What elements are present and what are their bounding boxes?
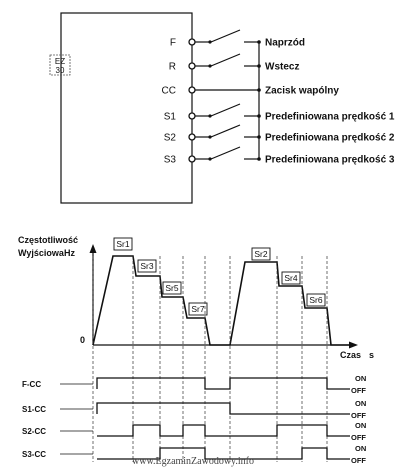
speed-tag-label: Sr6 xyxy=(309,295,323,305)
signal-waveform xyxy=(97,424,350,437)
on-label: ON xyxy=(355,444,366,453)
switch-contact-icon xyxy=(208,114,212,118)
frequency-profile-line xyxy=(92,255,350,346)
terminal-group: F Naprzód R Wstecz CC Zacisk wapólny S1 Predefi… xyxy=(162,29,395,166)
switch-contact-icon xyxy=(208,135,212,139)
switch-blade-icon xyxy=(210,53,241,67)
speed-tag-label: Sr5 xyxy=(165,283,179,293)
terminal-label: S1 xyxy=(164,112,177,123)
terminal-f: F Naprzód xyxy=(170,29,305,49)
terminal-description: Zacisk wapólny xyxy=(265,86,339,97)
terminal-description: Wstecz xyxy=(265,62,299,73)
terminal-r: R Wstecz xyxy=(169,53,299,73)
terminal-label: R xyxy=(169,62,176,73)
speed-tag-label: Sr1 xyxy=(116,239,130,249)
speed-tag-sr2: Sr2 xyxy=(251,247,271,261)
signal-name: S1-CC xyxy=(22,405,46,414)
off-label: OFF xyxy=(351,411,366,420)
signal-s2-cc: S2-CC ON OFF xyxy=(22,421,366,442)
origin-label: 0 xyxy=(80,335,85,345)
signal-name: F-CC xyxy=(22,380,41,389)
speed-tag-sr3: Sr3 xyxy=(137,259,157,273)
speed-tag-sr5: Sr5 xyxy=(162,281,182,295)
switch-contact-icon xyxy=(208,40,212,44)
x-axis-arrow xyxy=(349,341,358,349)
speed-tag-group: Sr1 Sr3 Sr5 Sr7 Sr2 Sr4 Sr6 xyxy=(113,237,326,316)
speed-tag-label: Sr3 xyxy=(140,261,154,271)
signal-waveform xyxy=(96,402,350,415)
y-axis-label-line1: Częstotliwość xyxy=(18,235,78,245)
frequency-chart: Częstotliwość Wyjściowa Hz 0 Czas s Sr1S… xyxy=(18,235,374,462)
signal-waveform xyxy=(97,447,350,460)
speed-tag-box xyxy=(306,293,326,307)
signal-s1-cc: S1-CC ON OFF xyxy=(22,399,366,420)
signal-waveform xyxy=(96,377,350,390)
on-label: ON xyxy=(355,374,366,383)
speed-tag-box xyxy=(137,259,157,273)
speed-tag-box xyxy=(162,281,182,295)
switch-blade-icon xyxy=(210,146,241,160)
logo-line-1: EZ xyxy=(55,57,65,66)
on-label: ON xyxy=(355,421,366,430)
terminal-s1: S1 Predefiniowana prędkość 1 xyxy=(164,103,395,123)
speed-tag-label: Sr7 xyxy=(191,304,205,314)
signal-name: S3-CC xyxy=(22,450,46,459)
vertical-guide-lines xyxy=(92,256,328,462)
y-axis-label-unit: Hz xyxy=(64,248,75,258)
off-label: OFF xyxy=(351,386,366,395)
speed-tag-sr7: Sr7 xyxy=(188,302,208,316)
y-axis-arrow xyxy=(89,244,97,253)
terminal-label: F xyxy=(170,38,176,49)
terminal-cc: CC Zacisk wapólny xyxy=(162,86,340,97)
off-label: OFF xyxy=(351,433,366,442)
terminal-description: Predefiniowana prędkość 2 xyxy=(265,133,395,144)
speed-tag-sr1: Sr1 xyxy=(113,237,133,251)
logo-line-2: 30 xyxy=(56,66,65,75)
switch-blade-icon xyxy=(210,124,241,138)
switch-blade-icon xyxy=(210,29,241,43)
watermark: www.EgzaminZawodowy.info xyxy=(132,456,254,467)
terminal-s3: S3 Predefiniowana prędkość 3 xyxy=(164,146,395,166)
speed-tag-sr4: Sr4 xyxy=(281,271,301,285)
speed-tag-box xyxy=(188,302,208,316)
inverter-box xyxy=(60,12,193,204)
terminal-screw-icon xyxy=(188,38,196,46)
terminal-description: Naprzód xyxy=(265,38,305,49)
x-axis-unit: s xyxy=(369,350,374,360)
terminal-description: Predefiniowana prędkość 1 xyxy=(265,112,395,123)
terminal-description: Predefiniowana prędkość 3 xyxy=(265,155,395,166)
terminal-screw-icon xyxy=(188,112,196,120)
signal-f-cc: F-CC ON OFF xyxy=(22,374,366,395)
terminal-label: S2 xyxy=(164,133,177,144)
y-axis-label-line2: Wyjściowa xyxy=(18,248,65,258)
switch-blade-icon xyxy=(210,103,241,117)
switch-contact-icon xyxy=(208,157,212,161)
speed-tag-box xyxy=(251,247,271,261)
speed-tag-label: Sr2 xyxy=(254,249,268,259)
on-label: ON xyxy=(355,399,366,408)
signal-name: S2-CC xyxy=(22,427,46,436)
inverter-logo: EZ 30 xyxy=(49,54,71,76)
terminal-screw-icon xyxy=(188,133,196,141)
terminal-label: CC xyxy=(162,86,176,97)
speed-tag-box xyxy=(113,237,133,251)
terminal-screw-icon xyxy=(188,62,196,70)
terminal-screw-icon xyxy=(188,86,196,94)
speed-tag-sr6: Sr6 xyxy=(306,293,326,307)
terminal-label: S3 xyxy=(164,155,177,166)
switch-contact-icon xyxy=(208,64,212,68)
speed-tag-box xyxy=(281,271,301,285)
speed-tag-label: Sr4 xyxy=(284,273,298,283)
x-axis-label: Czas xyxy=(340,350,361,360)
off-label: OFF xyxy=(351,456,366,465)
terminal-screw-icon xyxy=(188,155,196,163)
terminal-s2: S2 Predefiniowana prędkość 2 xyxy=(164,124,395,144)
signal-s3-cc: S3-CC ON OFF xyxy=(22,444,366,465)
